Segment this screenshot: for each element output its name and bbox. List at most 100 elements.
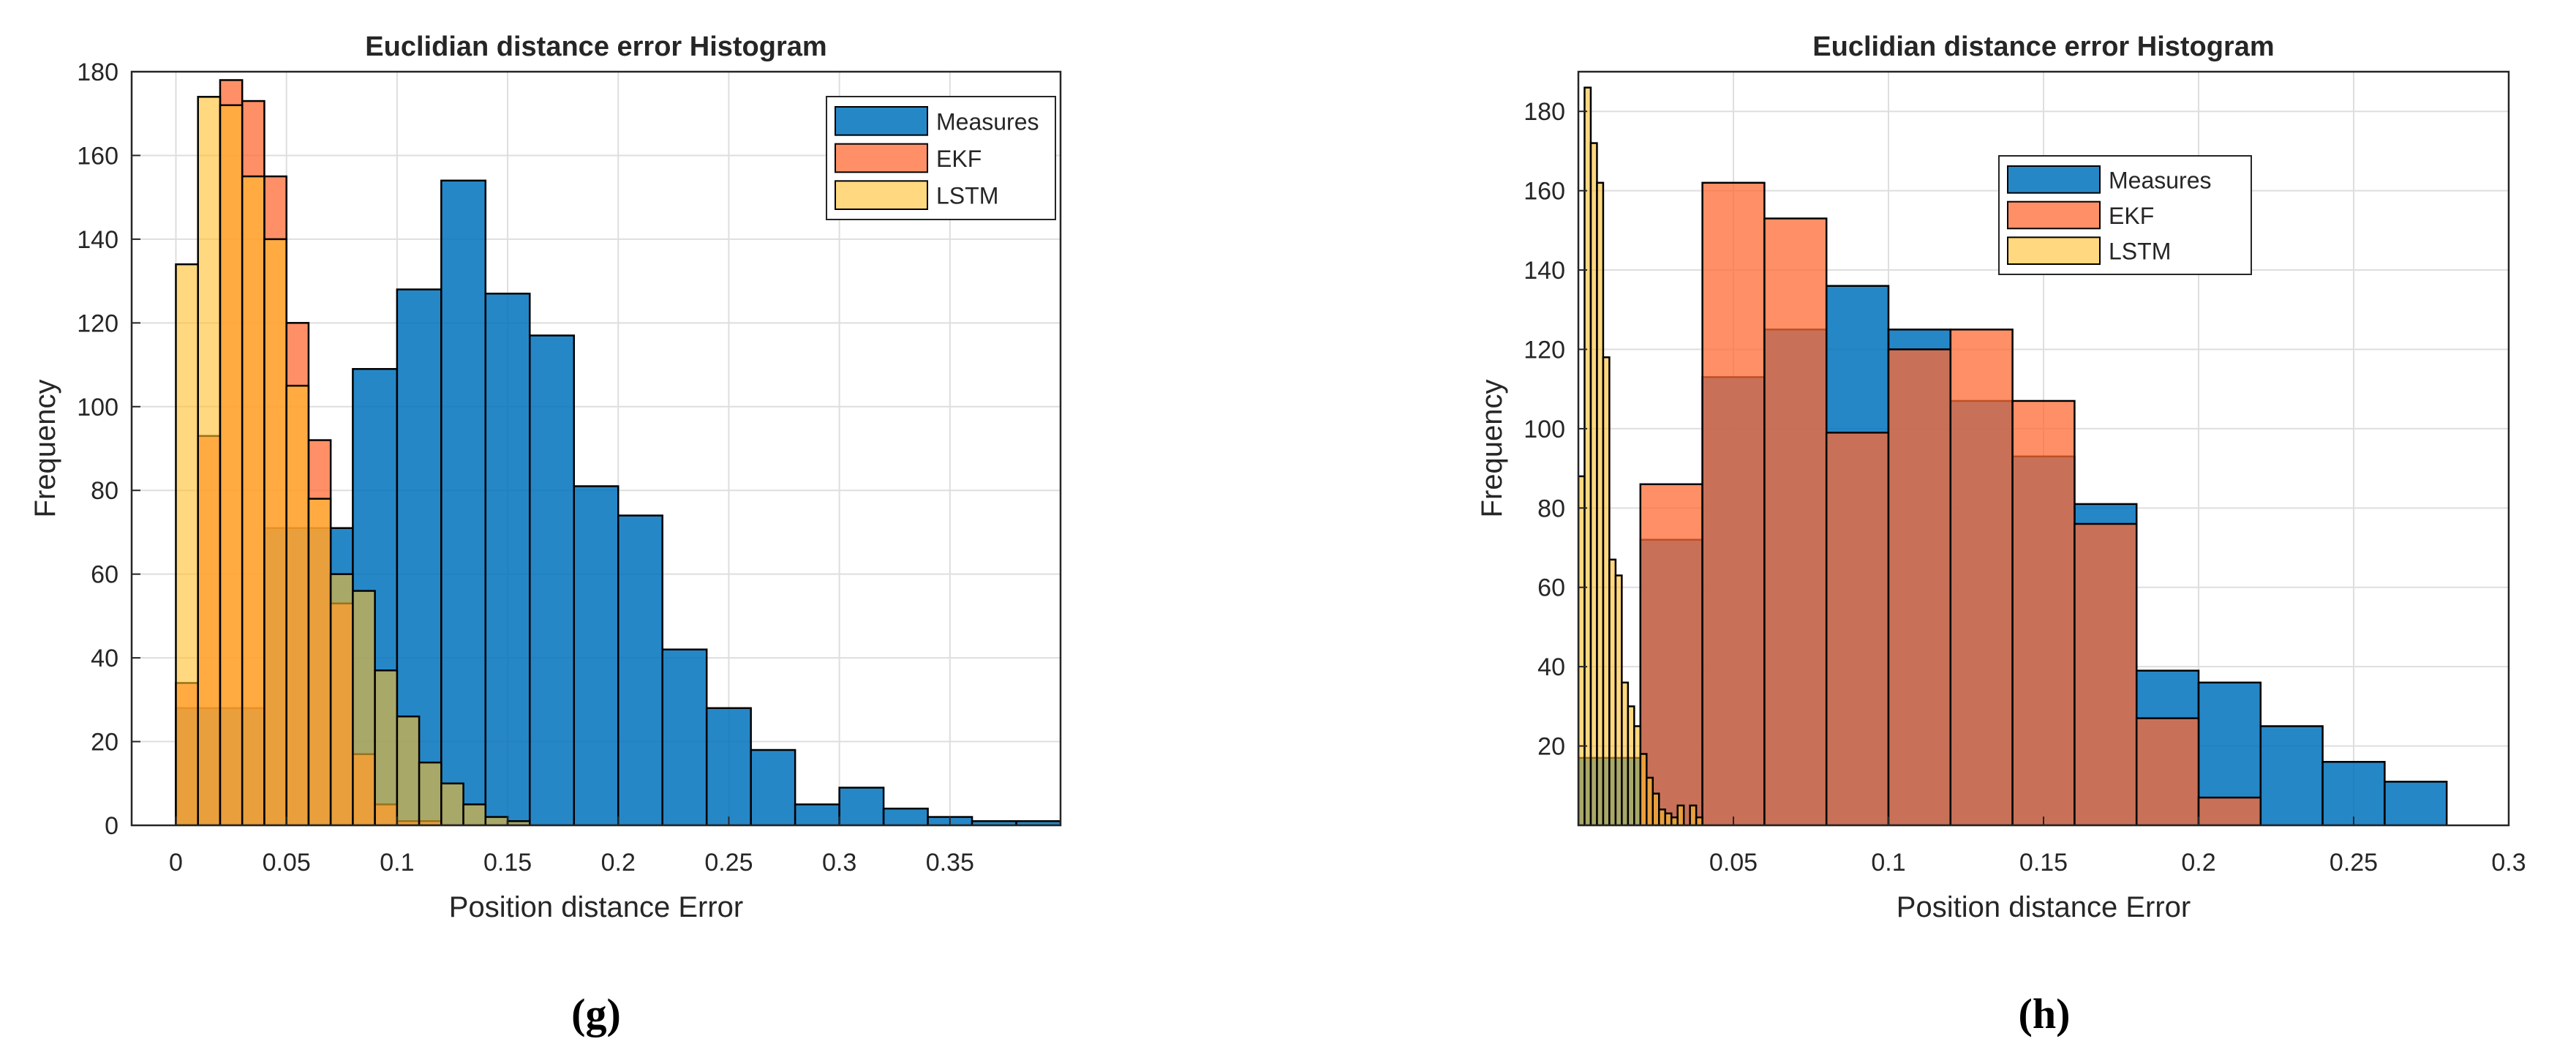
bar-lstm [1633, 725, 1642, 825]
legend-swatch-ekf [2007, 200, 2101, 230]
series-lstm [1578, 86, 1703, 825]
bar-lstm [1664, 812, 1673, 825]
y-tick-label: 120 [77, 309, 118, 337]
bar-lstm [1602, 356, 1611, 825]
bar-measures [838, 787, 885, 825]
bar-lstm [1639, 753, 1648, 825]
y-tick-label: 160 [1524, 178, 1565, 206]
legend-swatch-lstm [835, 180, 928, 210]
x-tick-label: 0.2 [601, 849, 636, 877]
x-tick-label: 0.15 [483, 849, 532, 877]
bar-ekf [2011, 399, 2076, 825]
panel-caption: (h) [2019, 990, 2071, 1038]
y-tick-label: 20 [1537, 733, 1565, 761]
bar-lstm [1627, 705, 1635, 825]
y-tick-label: 40 [91, 645, 118, 672]
bar-lstm [352, 590, 376, 825]
y-tick-label: 80 [1537, 495, 1565, 522]
chart-title: Euclidian distance error Histogram [1812, 31, 2274, 62]
panel-caption: (g) [571, 990, 621, 1038]
bar-ekf [2074, 522, 2138, 825]
x-axis-label: Position distance Error [1897, 891, 2191, 923]
bar-measures [529, 334, 576, 825]
x-tick-label: 0.35 [926, 849, 974, 877]
chart-h: 0.05 0.1 0.15 0.2 0.25 0.3 20 40 60 80 100 120 140 16… [1476, 31, 2526, 1038]
legend-label-lstm: LSTM [2109, 239, 2171, 265]
y-tick-label: 60 [1537, 574, 1565, 602]
y-tick-label: 180 [1524, 98, 1565, 126]
legend-swatch-ekf [835, 143, 928, 173]
bar-lstm [1657, 808, 1666, 825]
y-tick-label: 0 [105, 812, 118, 840]
bar-lstm [1695, 816, 1703, 825]
bar-ekf [1887, 348, 1952, 825]
bar-ekf [1639, 483, 1703, 825]
x-tick-label: 0.1 [380, 849, 414, 877]
x-tick-label: 0.2 [2181, 849, 2215, 877]
x-tick-label: 0 [169, 849, 183, 877]
x-tick-label: 0.3 [2491, 849, 2526, 877]
bars [1578, 86, 2448, 825]
bar-measures [661, 648, 708, 825]
x-tick-label: 0.3 [822, 849, 856, 877]
bar-measures [440, 179, 487, 825]
series-ekf [1639, 181, 2262, 825]
bar-lstm [1670, 816, 1679, 825]
bar-measures [705, 707, 752, 825]
legend-swatch-measures [2007, 165, 2101, 194]
legend-label-lstm: LSTM [936, 183, 998, 209]
bar-lstm [1589, 142, 1598, 825]
bar-lstm [462, 803, 487, 825]
bar-ekf [1949, 329, 2014, 825]
chart-title: Euclidian distance error Histogram [365, 31, 826, 62]
bars [175, 79, 1061, 825]
legend-label-measures: Measures [936, 108, 1039, 135]
bar-lstm [440, 782, 464, 825]
y-axis-label: Frequency [29, 380, 61, 518]
x-tick-label: 0.25 [2330, 849, 2378, 877]
bar-lstm [241, 175, 265, 825]
legend: Measures EKF LSTM [1998, 155, 2252, 275]
bar-lstm [263, 238, 287, 825]
bar-ekf [1825, 432, 1890, 825]
bar-measures [573, 485, 619, 825]
axes-box [130, 70, 1062, 827]
bar-lstm [484, 816, 509, 825]
bar-ekf [2135, 717, 2200, 825]
x-tick-label: 0.05 [1709, 849, 1758, 877]
y-tick-label: 140 [1524, 257, 1565, 285]
bar-measures [794, 803, 840, 825]
bar-measures [2259, 725, 2324, 825]
bar-lstm [219, 104, 244, 825]
x-axis-label: Position distance Error [449, 891, 743, 923]
legend-label-ekf: EKF [936, 146, 982, 172]
bar-lstm [285, 384, 310, 825]
bar-lstm [1614, 574, 1623, 825]
bar-measures [2384, 781, 2448, 825]
x-tick-label: 0.15 [2019, 849, 2068, 877]
legend-swatch-lstm [2007, 236, 2101, 266]
bar-lstm [374, 669, 399, 825]
bar-lstm [418, 761, 442, 825]
y-axis-label: Frequency [1476, 380, 1508, 518]
y-tick-label: 20 [91, 729, 118, 757]
y-tick-label: 180 [77, 59, 118, 86]
bar-lstm [396, 715, 421, 825]
chart-g: 0 0.05 0.1 0.15 0.2 0.25 0.3 0.35 0 20 40 60 80 100 12… [29, 31, 1062, 1038]
bar-ekf [1701, 181, 1766, 825]
bar-lstm [197, 96, 222, 825]
bar-lstm [1578, 475, 1586, 825]
bar-lstm [329, 573, 354, 825]
y-tick-label: 40 [1537, 653, 1565, 681]
bar-ekf [2197, 796, 2262, 825]
bar-measures [617, 514, 663, 825]
y-tick-label: 160 [77, 142, 118, 170]
series-lstm [175, 96, 531, 825]
legend-label-ekf: EKF [2109, 203, 2154, 229]
bar-lstm [307, 498, 332, 825]
legend: Measures EKF LSTM [826, 96, 1056, 220]
bar-measures [882, 807, 929, 825]
bar-lstm [1689, 804, 1698, 825]
x-tick-label: 0.1 [1871, 849, 1905, 877]
